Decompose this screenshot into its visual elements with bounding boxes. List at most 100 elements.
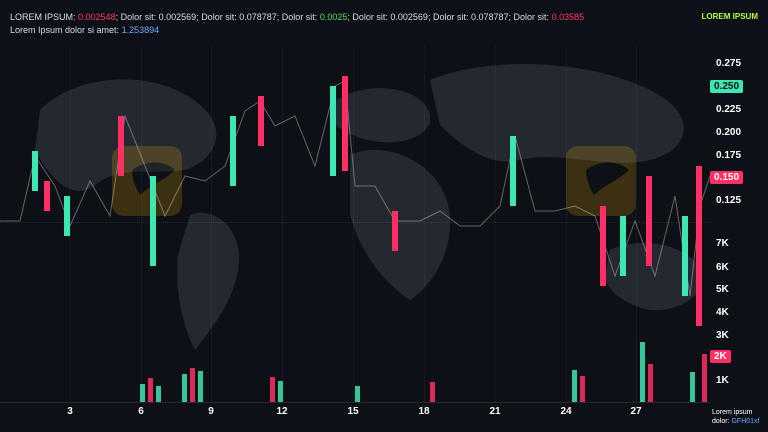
x-axis-label: 15 [347,406,359,417]
subline-value: 1.253894 [121,25,160,35]
candle [230,116,236,186]
price-reference-line [0,222,710,224]
volume-bar [278,381,283,402]
vertical-gridline [353,46,354,402]
volume-tick: 1K [716,375,729,386]
candle [44,181,50,211]
volume-tick: 6K [716,262,729,273]
vertical-gridline [70,46,71,402]
candle [600,206,606,286]
volume-pill: 2K [710,350,731,363]
map-asia [430,63,684,163]
ticker-label-7: Dolor sit: [513,12,550,22]
top-info-bar: LOREM IPSUM: 0.002548; Dolor sit: 0.0025… [0,0,768,44]
candle [64,196,70,236]
vertical-gridline [424,46,425,402]
ticker-sep: ; [276,12,282,22]
ticker-sep: ; [196,12,202,22]
candle [32,151,38,191]
ticker-label-2: Dolor sit: [120,12,157,22]
volume-bar [182,374,187,402]
price-pill-current: 0.250 [710,80,744,93]
volume-tick: 3K [716,330,729,341]
ticker-value-4: 0.0025 [319,12,348,22]
x-axis-labels: 3 6 9 12 15 18 21 24 27 [0,406,710,424]
x-axis-label: 21 [489,406,501,417]
volume-bar [640,342,645,402]
ticker-line: LOREM IPSUM: 0.002548; Dolor sit: 0.0025… [10,12,584,22]
candle [696,166,702,326]
ticker-sep: ; [427,12,433,22]
ticker-value-6: 0.078787 [470,12,509,22]
vertical-gridline [636,46,637,402]
vertical-gridline [566,46,567,402]
price-tick: 0.200 [716,127,742,138]
candle [646,176,652,266]
ticker-label-5: Dolor sit: [352,12,388,22]
candle [330,86,336,176]
volume-bar [572,370,577,402]
watermark-glyph-right [586,162,629,195]
volume-bar [648,364,653,402]
volume-bar [430,382,435,402]
volume-bar [580,376,585,402]
map-north-america [35,79,217,191]
x-axis-label: 6 [138,406,144,417]
volume-tick: 5K [716,284,729,295]
candlestick-chart [0,76,710,402]
map-europe [330,88,431,143]
volume-bar [702,354,707,402]
ticker-sep: ; [508,12,514,22]
vertical-gridline [495,46,496,402]
price-tick: 0.175 [716,150,742,161]
volume-bar [156,386,161,402]
volume-tick: 4K [716,307,729,318]
volume-bar [190,368,195,402]
x-axis-label: 27 [630,406,642,417]
x-axis-baseline [0,402,710,403]
volume-bar [355,386,360,402]
candles [32,76,702,326]
ticker-label-4: Dolor sit: [281,12,318,22]
price-tick: 0.225 [716,104,742,115]
x-axis-label: 24 [560,406,572,417]
watermark-tile-right [566,146,636,216]
price-tick: 0.125 [716,195,742,206]
top-right-badge: LOREM IPSUM [701,12,758,21]
price-pill-reference: 0.150 [710,171,744,184]
watermark-tile-left [112,146,182,216]
ticker-label-6: Dolor sit: [432,12,469,22]
vertical-gridline [211,46,212,402]
x-axis-label: 18 [418,406,430,417]
bottom-right-line-1: Lorem ipsum [712,409,753,416]
ticker-value-1: 0.002548 [78,12,116,22]
x-axis-label: 9 [208,406,214,417]
bottom-right-tag: GFH01xf [731,418,760,425]
volume-bar [690,372,695,402]
vertical-gridline [141,46,142,402]
ticker-value-2: 0.002569 [158,12,197,22]
volume-bars [140,342,707,402]
subline-label: Lorem Ipsum dolor si amet: [10,25,120,35]
volume-bar [198,371,203,402]
ticker-value-7: 0.03585 [551,12,585,22]
ticker-sep: ; [347,12,353,22]
subline: Lorem Ipsum dolor si amet: 1.253894 [10,25,159,35]
volume-tick: 7K [716,238,729,249]
candle [118,116,124,176]
volume-bar [140,384,145,402]
bottom-right-label: dolor: [712,418,730,425]
candle [620,216,626,276]
ticker-sep: ; [115,12,121,22]
volume-bar [148,378,153,402]
ticker-label-3: Dolor sit: [201,12,237,22]
map-africa [350,149,451,300]
candle [258,96,264,146]
candle [342,76,348,171]
candle [150,176,156,266]
candle [392,211,398,251]
candle [682,216,688,296]
bottom-right-line-2: dolor: GFH01xf [712,417,768,426]
